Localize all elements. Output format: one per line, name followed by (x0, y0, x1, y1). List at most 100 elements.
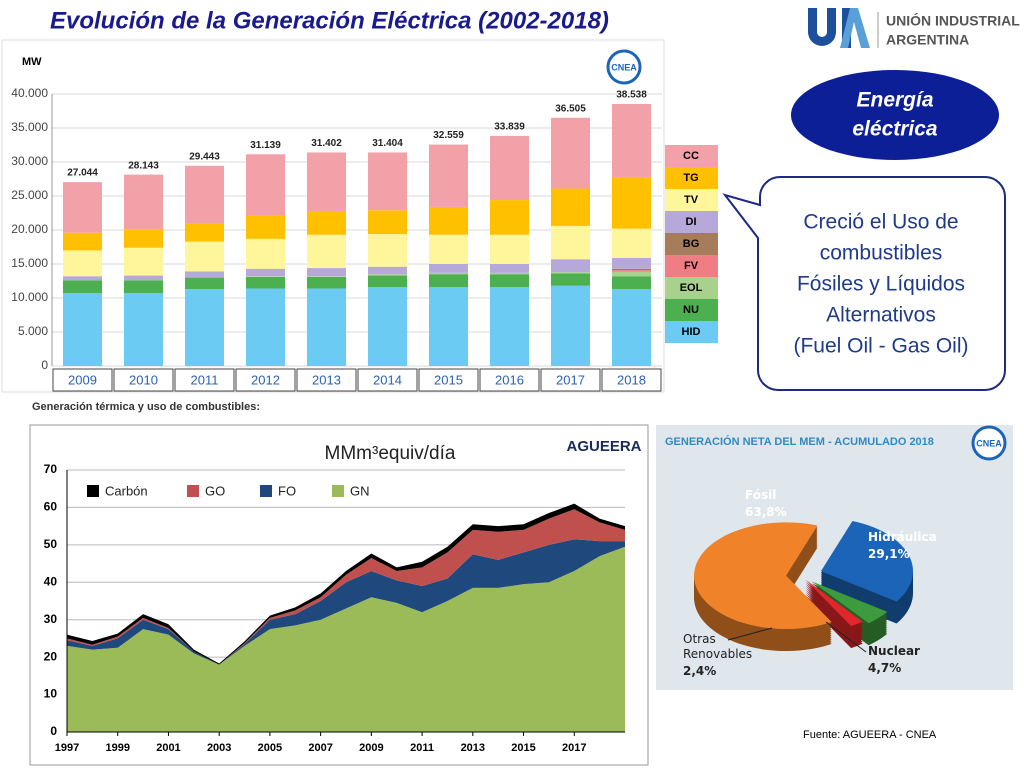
bar-segment (489, 264, 530, 273)
bar-segment (489, 272, 530, 275)
total-label: 31.404 (372, 138, 403, 149)
bar-segment (367, 266, 408, 275)
bar-segment (245, 154, 286, 216)
bar-segment (611, 268, 652, 271)
y-tick-label: 5.000 (18, 324, 48, 338)
x-tick-label: 2015 (511, 742, 535, 754)
slice (811, 581, 888, 624)
bar-segment (123, 174, 164, 230)
total-label: 32.559 (433, 130, 464, 141)
x-tick-cell (52, 368, 113, 392)
bar-segment (306, 234, 347, 269)
x-tick-label: 2017 (562, 742, 586, 754)
bar-segment (428, 206, 469, 235)
y-tick-label: 50 (44, 537, 58, 551)
bar-segment (489, 287, 530, 366)
x-tick-cell (357, 368, 418, 392)
bar-segment (245, 276, 286, 277)
area (67, 546, 625, 732)
badge (791, 70, 999, 160)
bar-segment (367, 275, 408, 288)
x-tick-label: 2018 (617, 372, 646, 387)
y-tick-label: 15.000 (11, 256, 48, 270)
slice (694, 522, 832, 630)
bar-segment (306, 276, 347, 289)
bar-segment (611, 176, 652, 229)
slice-value-label: 29,1% (868, 547, 910, 561)
y-tick-label: 20.000 (11, 222, 48, 236)
x-tick-label: 2015 (434, 372, 463, 387)
y-tick-label: 30 (44, 612, 58, 626)
x-tick-label: 2016 (495, 372, 524, 387)
x-tick-cell (479, 368, 540, 392)
bar-segment (611, 270, 652, 272)
slide-title: Evolución de la Generación Eléctrica (20… (50, 7, 609, 34)
legend-swatch (260, 485, 272, 497)
legend-label: DI (686, 216, 697, 228)
x-tick-cell (540, 368, 601, 392)
legend-swatch (665, 233, 718, 255)
bar-segment (184, 241, 225, 272)
source: Fuente: AGUEERA - CNEA (803, 729, 937, 741)
area (67, 509, 625, 665)
legend-label: CC (683, 150, 699, 162)
leader-line (727, 627, 773, 641)
total-label: 36.505 (555, 103, 586, 114)
bar-segment (62, 280, 103, 294)
bar-segment (428, 234, 469, 264)
slice-label: Hidráulica (868, 530, 937, 544)
bar-segment (306, 288, 347, 366)
bar-segment (184, 277, 225, 290)
y-tick-label: 40.000 (11, 86, 48, 100)
subheading: Generación térmica y uso de combustibles… (32, 401, 260, 413)
slice (820, 520, 913, 602)
bar-segment (62, 250, 103, 277)
x-tick-cell (418, 368, 479, 392)
x-tick-label: 2003 (207, 742, 231, 754)
slice-label: Nuclear (868, 644, 920, 658)
legend-label: TG (683, 172, 698, 184)
y-tick-label: 40 (44, 574, 58, 588)
legend-swatch (332, 485, 344, 497)
logo-text: ARGENTINA (886, 32, 969, 48)
bar-segment (306, 152, 347, 211)
legend-label: TV (684, 194, 699, 206)
bar-segment (62, 232, 103, 251)
callout-text: Creció el Uso de (803, 211, 958, 234)
x-tick-label: 2007 (308, 742, 332, 754)
bar-segment (550, 117, 591, 189)
bar-segment (611, 276, 652, 290)
legend-swatch (665, 321, 718, 343)
bar-segment (611, 257, 652, 269)
agueera-logo: AGUEERA (566, 438, 641, 455)
y-tick-label: 0 (50, 724, 57, 738)
bar-chart-frame (1, 39, 665, 393)
x-tick-cell (296, 368, 357, 392)
x-tick-label: 2017 (556, 372, 585, 387)
legend-swatch (665, 189, 718, 211)
legend-label: EOL (680, 282, 703, 294)
x-tick-label: 2012 (251, 372, 280, 387)
bar-segment (367, 152, 408, 211)
bar-segment (367, 274, 408, 276)
x-tick-cell (235, 368, 296, 392)
legend-swatch (665, 299, 718, 321)
bar-segment (489, 200, 530, 235)
uia-logo: UNIÓN INDUSTRIAL ARGENTINA (808, 8, 1020, 48)
bar-segment (245, 276, 286, 289)
x-tick-cell (174, 368, 235, 392)
x-tick-label: 2011 (191, 372, 219, 387)
logo-shape (808, 8, 836, 46)
x-tick-label: 2009 (359, 742, 383, 754)
slice-value-label: 63,8% (745, 505, 787, 519)
legend-label: FV (684, 260, 699, 272)
chart-title: MMm³equiv/día (325, 443, 456, 464)
callout (722, 176, 1006, 391)
badge-text: Energía (856, 89, 933, 112)
legend-swatch (665, 211, 718, 233)
y-tick-label: 25.000 (11, 188, 48, 202)
legend-swatch (187, 485, 199, 497)
callout-text: (Fuel Oil - Gas Oil) (793, 335, 968, 358)
bar-segment (550, 273, 591, 286)
chart-title: GENERACIÓN NETA DEL MEM - ACUMULADO 2018 (665, 435, 934, 448)
